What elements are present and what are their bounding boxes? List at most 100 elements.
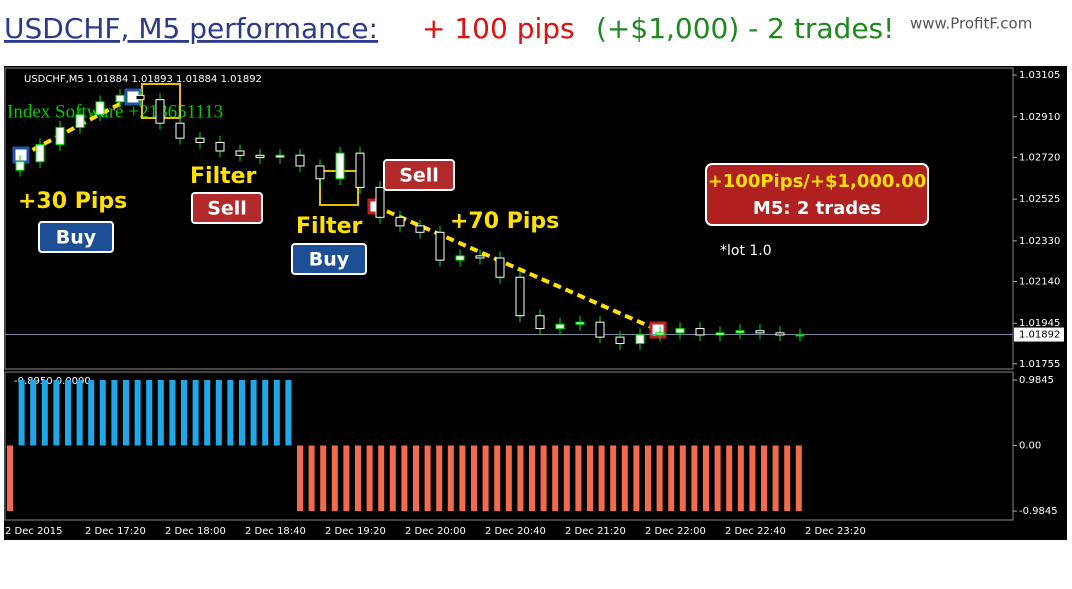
indicator-bar	[668, 445, 675, 512]
candle-body	[635, 334, 645, 345]
candle-body	[755, 330, 765, 334]
indicator-bar	[215, 379, 222, 446]
indicator-bar	[772, 445, 779, 512]
candle-body	[655, 332, 665, 336]
x-tick-label: 2 Dec 20:40	[485, 526, 546, 537]
indicator-bar	[691, 445, 698, 512]
indicator-bar	[761, 445, 767, 512]
indicator-bar	[436, 445, 443, 512]
indicator-bar	[552, 445, 559, 512]
indicator-bar	[575, 445, 582, 512]
signal-button-label: Sell	[399, 165, 439, 187]
y-tick-label: 1.01945	[1019, 318, 1060, 329]
result-box	[705, 163, 929, 226]
indicator-bar	[656, 445, 663, 512]
x-tick-label: 2 Dec 2015	[5, 526, 63, 537]
indicator-bar	[308, 445, 315, 512]
candle-body	[555, 323, 565, 330]
indicator-bar	[389, 445, 396, 512]
indicator-bar	[146, 379, 153, 446]
watermark: www.ProfitF.com	[910, 15, 1032, 33]
candle-body	[315, 165, 325, 180]
y-tick-label: 1.02330	[1019, 236, 1060, 247]
signal-button-label: Buy	[309, 249, 350, 271]
candle-body	[135, 94, 145, 101]
current-price-label: 1.01892	[1019, 330, 1060, 341]
indicator-bar	[297, 445, 303, 512]
indicator-bar	[331, 445, 338, 512]
candle-body	[715, 332, 725, 336]
candle-body	[295, 154, 305, 167]
indicator-bar	[447, 445, 454, 512]
candle-body	[595, 321, 605, 338]
indicator-bar	[134, 379, 141, 446]
indicator-bar	[529, 445, 535, 512]
candle-body	[795, 334, 805, 337]
x-tick-label: 2 Dec 22:00	[645, 526, 706, 537]
chart-background	[4, 66, 1067, 540]
candle-body	[355, 152, 365, 188]
y-tick-label: 0.00	[1019, 441, 1041, 452]
candle-body	[175, 122, 185, 139]
y-tick-label: 1.02910	[1019, 112, 1060, 123]
indicator-bar	[204, 379, 211, 446]
candle-body	[495, 257, 505, 278]
signal-button	[383, 159, 455, 191]
candle-body	[455, 255, 465, 261]
indicator-bar	[459, 445, 466, 512]
y-tick-label: 1.03105	[1019, 70, 1060, 81]
indicator-bar	[645, 445, 651, 512]
y-tick-label: 1.01755	[1019, 359, 1060, 370]
indicator-bar	[737, 445, 744, 512]
x-tick-label: 2 Dec 20:00	[405, 526, 466, 537]
y-tick-label: -0.9845	[1019, 506, 1058, 517]
candle-body	[535, 315, 545, 330]
indicator-bar	[366, 445, 373, 512]
indicator-bar	[494, 445, 501, 512]
indicator-bar	[88, 379, 95, 446]
signal-button	[291, 243, 367, 275]
indicator-bar	[795, 445, 802, 512]
indicator-bar	[273, 379, 280, 446]
pips-label: +70 Pips	[450, 209, 559, 234]
trade-lines	[12, 83, 667, 339]
candle-body	[255, 154, 265, 158]
candle-body	[615, 336, 625, 345]
indicator-bar	[749, 445, 756, 512]
filter-label: Filter	[190, 164, 257, 189]
indicator-bar	[250, 379, 257, 446]
indicator-bar	[679, 445, 686, 512]
candle-body	[775, 332, 785, 336]
indicator-bar	[598, 445, 605, 512]
indicator-bar	[540, 445, 547, 512]
x-tick-label: 2 Dec 17:20	[85, 526, 146, 537]
indicator-bar	[517, 445, 524, 512]
indicator-bar	[99, 379, 106, 446]
indicator-bar	[30, 379, 37, 446]
candle-body	[35, 144, 45, 163]
x-tick-label: 2 Dec 18:40	[245, 526, 306, 537]
symbol-header: USDCHF,M5 1.01884 1.01893 1.01884 1.0189…	[24, 74, 262, 85]
indicator-bar	[239, 379, 245, 446]
indicator-bar	[401, 445, 408, 512]
candle-body	[75, 114, 85, 128]
price-panel	[4, 67, 1014, 370]
indicator-bar	[76, 379, 83, 446]
filter-label: Filter	[296, 214, 363, 239]
indicator-bar	[610, 445, 617, 512]
x-tick-label: 2 Dec 22:40	[725, 526, 786, 537]
indicator-bar	[378, 445, 385, 512]
candle-body	[215, 141, 225, 152]
signal-button-label: Sell	[207, 198, 247, 220]
indicator-bar	[355, 445, 361, 512]
candle-body	[235, 150, 245, 156]
x-tick-label: 2 Dec 21:20	[565, 526, 626, 537]
indicator-bar	[726, 445, 733, 512]
signal-button	[191, 192, 263, 224]
indicator-bar	[784, 445, 791, 512]
indicator-bar	[320, 445, 327, 512]
candle-body	[735, 330, 745, 334]
signal-button-label: Buy	[56, 227, 97, 249]
